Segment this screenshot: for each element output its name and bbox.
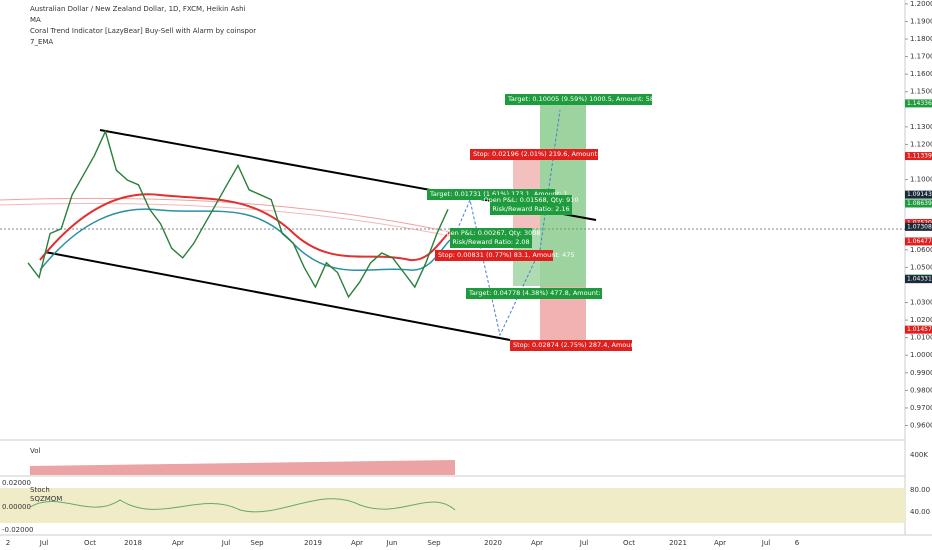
- x-tick-label: Jul: [579, 539, 589, 547]
- y-tick-label: 1.15000: [910, 88, 932, 96]
- axis-label: 400K: [910, 451, 928, 459]
- x-tick-label: 2020: [484, 539, 502, 547]
- x-tick-label: Apr: [714, 539, 726, 547]
- trade-label-box: [470, 149, 598, 160]
- axis-label: 0.02000: [2, 479, 31, 487]
- pane-title: Vol: [30, 447, 41, 455]
- price-marker: [905, 152, 932, 161]
- trade-label: Stop: 0.02874 (2.75%) 287.4, Amount: 475…: [513, 341, 664, 349]
- trade-label: Stop: 0.02196 (2.01%) 219.6, Amount: 980…: [473, 150, 624, 158]
- y-tick-label: 1.19000: [910, 17, 932, 25]
- x-tick-label: Sep: [250, 539, 264, 547]
- y-tick-label: 1.01000: [910, 334, 932, 342]
- pane-title: Stoch: [30, 486, 50, 494]
- price-marker: [905, 325, 932, 334]
- axis-label: 0.00000: [2, 503, 31, 511]
- x-tick-label: Oct: [623, 539, 635, 547]
- chart-title: Australian Dollar / New Zealand Dollar, …: [30, 5, 246, 13]
- price-marker-label: 1.06477: [907, 238, 932, 245]
- x-tick-label: 2018: [124, 539, 142, 547]
- price-marker: [905, 199, 932, 208]
- y-tick-label: 0.99000: [910, 369, 932, 377]
- x-tick-label: 2021: [669, 539, 687, 547]
- price-marker-label: 1.11339: [907, 153, 932, 160]
- x-tick-label: 6: [795, 539, 800, 547]
- trade-label-box: [466, 288, 602, 299]
- price-marker: [905, 237, 932, 246]
- indicator: Coral Trend Indicator [LazyBear] Buy-Sel…: [30, 27, 256, 35]
- y-tick-label: 1.05000: [910, 263, 932, 271]
- pane-title: SQZMOM: [30, 495, 62, 503]
- axis-label: 80.00: [910, 486, 930, 494]
- y-tick-label: 1.18000: [910, 35, 932, 43]
- price-marker-label: 1.04331: [907, 276, 932, 283]
- x-tick-label: Jul: [39, 539, 49, 547]
- trade-label-box: [427, 189, 555, 200]
- coral-trend: [39, 193, 451, 262]
- axis-label: -0.02000: [2, 526, 33, 534]
- trade-label: Target: 0.10005 (9.59%) 1000.5, Amount: …: [507, 95, 669, 103]
- texts: Australian Dollar / New Zealand Dollar, …: [2, 5, 930, 534]
- ema: [39, 208, 451, 271]
- trade-label: Stop: 0.00831 (0.77%) 83.1, Amount: 475: [438, 251, 575, 259]
- x-tick-label: Apr: [172, 539, 184, 547]
- trade-label: Risk/Reward Ratio: 2.16: [492, 205, 569, 213]
- y-tick-label: 1.12000: [910, 140, 932, 148]
- price-marker: [905, 275, 932, 284]
- price-marker-label: 1.07308: [907, 223, 932, 230]
- price-line: [27, 129, 449, 299]
- price-marker-label: 1.08639: [907, 200, 932, 207]
- y-tick-label: 1.00000: [910, 351, 932, 359]
- trade-label: Risk/Reward Ratio: 2.08: [452, 238, 529, 246]
- price-marker-label: 1.01457: [907, 326, 932, 333]
- y-tick-label: 1.16000: [910, 70, 932, 78]
- y-tick-label: 0.96000: [910, 422, 932, 430]
- x-tick-label: 2: [6, 539, 10, 547]
- ma-band: [0, 197, 451, 233]
- x-tick-label: Jun: [386, 539, 398, 547]
- y-tick-label: 0.97000: [910, 404, 932, 412]
- axis-label: 40.00: [910, 508, 930, 516]
- price-marker-label: 1.09143: [907, 191, 932, 198]
- channel-lower: [44, 251, 511, 341]
- price-marker: [905, 190, 932, 199]
- volume-bars: [30, 460, 455, 475]
- y-tick-label: 0.98000: [910, 386, 932, 394]
- squeeze-momentum: [29, 498, 456, 513]
- trade-label-box: [450, 228, 532, 248]
- stoch-band: [0, 488, 905, 523]
- indicator: 7_EMA: [30, 38, 53, 46]
- x-tick-label: 2019: [304, 539, 322, 547]
- price-marker-label: 1.14336: [907, 100, 932, 107]
- trade-label-box: [490, 195, 572, 215]
- x-tick-label: Jul: [221, 539, 231, 547]
- y-tick-label: 1.10000: [910, 176, 932, 184]
- price-marker: [905, 222, 932, 231]
- trade-label: Open P&L: 0.00267, Qty: 3008: [441, 229, 540, 237]
- y-tick-label: 1.13000: [910, 123, 932, 131]
- trade-label: Open P&L: 0.01568, Qty: 910: [483, 196, 578, 204]
- trade-label-box: [510, 340, 632, 351]
- x-tick-label: Sep: [427, 539, 441, 547]
- indicator: MA: [30, 16, 41, 24]
- trade-label: Target: 0.01731 (1.61%) 173.1, Amount: 1…: [429, 190, 574, 198]
- x-tick-label: Oct: [84, 539, 96, 547]
- y-tick-label: 1.17000: [910, 53, 932, 61]
- y-tick-label: 1.02000: [910, 316, 932, 324]
- x-tick-label: Jul: [761, 539, 771, 547]
- ma-band: [0, 202, 451, 237]
- y-tick-label: 1.03000: [910, 299, 932, 307]
- price-marker: [905, 99, 932, 108]
- trade-label-box: [435, 250, 553, 261]
- x-tick-label: Apr: [531, 539, 543, 547]
- x-tick-label: Apr: [351, 539, 363, 547]
- trade-label-box: [505, 94, 652, 105]
- trade-label: Target: 0.04778 (4.38%) 477.8, Amount: 1…: [468, 289, 630, 297]
- y-tick-label: 1.06000: [910, 246, 932, 254]
